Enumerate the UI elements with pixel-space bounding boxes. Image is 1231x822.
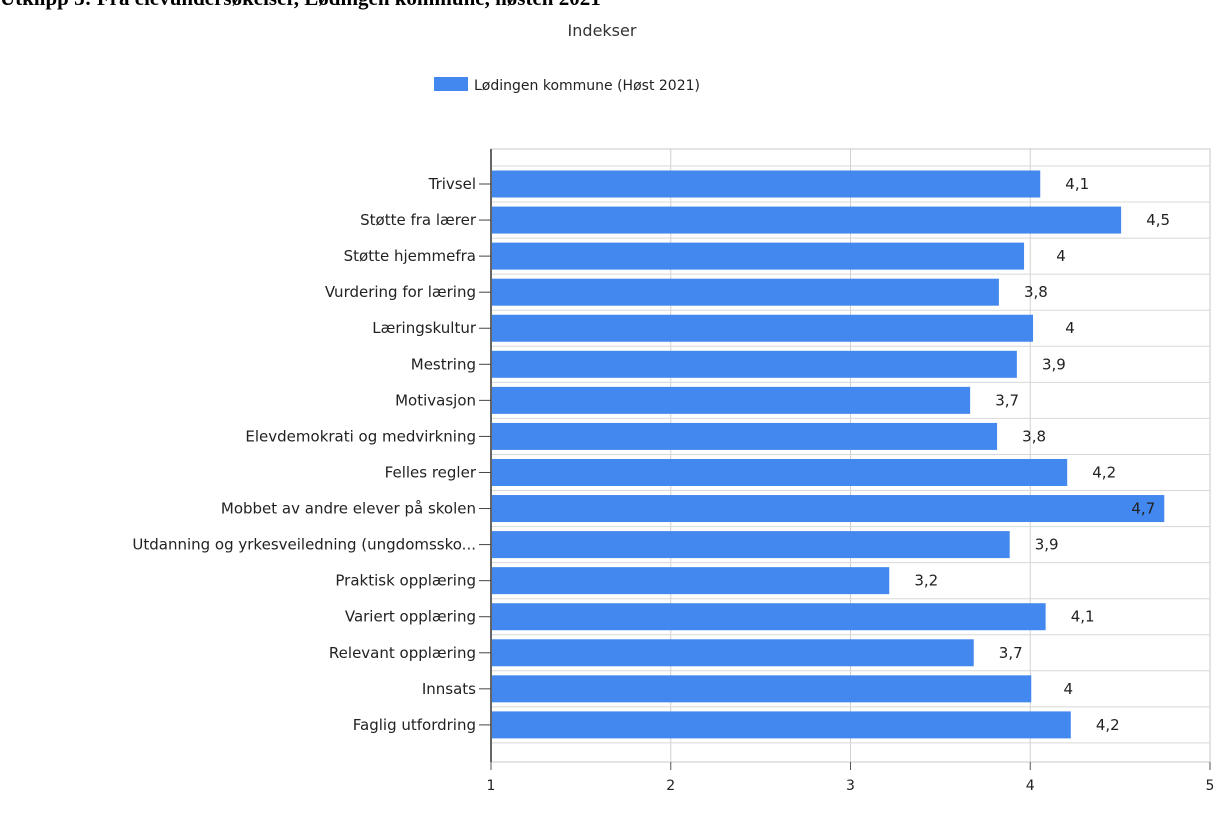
data-label: 3,9 bbox=[1035, 536, 1059, 554]
legend-label: Lødingen kommune (Høst 2021) bbox=[474, 78, 700, 94]
category-label: Utdanning og yrkesveiledning (ungdomssko… bbox=[132, 536, 476, 554]
category-label: Felles regler bbox=[385, 463, 477, 481]
data-label: 4 bbox=[1065, 319, 1075, 337]
bar bbox=[492, 242, 1025, 270]
data-label: 3,7 bbox=[995, 391, 1019, 409]
category-label: Mestring bbox=[411, 355, 476, 373]
page-heading: Utklipp 3: Fra elevundersøkelser, Løding… bbox=[0, 0, 601, 11]
category-label: Praktisk opplæring bbox=[335, 572, 476, 590]
data-label: 3,8 bbox=[1024, 283, 1048, 301]
bar bbox=[492, 603, 1046, 631]
category-label: Vurdering for læring bbox=[325, 283, 476, 301]
bar bbox=[492, 675, 1032, 703]
data-label: 4,5 bbox=[1146, 211, 1170, 229]
legend-swatch bbox=[434, 77, 468, 91]
data-label: 4,1 bbox=[1071, 608, 1095, 626]
legend: Lødingen kommune (Høst 2021) bbox=[434, 77, 700, 94]
category-label: Elevdemokrati og medvirkning bbox=[245, 427, 476, 445]
category-label: Støtte hjemmefra bbox=[344, 247, 476, 265]
category-label: Støtte fra lærer bbox=[360, 211, 477, 229]
category-label: Relevant opplæring bbox=[329, 644, 476, 662]
x-tick-label: 2 bbox=[666, 778, 675, 794]
bar bbox=[492, 458, 1068, 486]
data-label: 3,9 bbox=[1042, 355, 1066, 373]
bar bbox=[492, 531, 1010, 559]
bar bbox=[492, 495, 1165, 523]
chart-title: Indekser bbox=[568, 21, 637, 40]
category-label: Trivsel bbox=[428, 175, 476, 193]
data-label: 4 bbox=[1063, 680, 1073, 698]
bar bbox=[492, 350, 1017, 378]
data-label: 3,2 bbox=[914, 572, 938, 590]
data-label: 4 bbox=[1056, 247, 1066, 265]
bar bbox=[492, 170, 1041, 198]
category-label: Variert opplæring bbox=[345, 608, 476, 626]
category-label: Mobbet av andre elever på skolen bbox=[221, 500, 476, 518]
data-label: 4,1 bbox=[1065, 175, 1089, 193]
data-label: 3,8 bbox=[1022, 427, 1046, 445]
bar bbox=[492, 314, 1034, 342]
data-label: 3,7 bbox=[999, 644, 1023, 662]
data-label: 4,7 bbox=[1131, 500, 1155, 518]
bar bbox=[492, 567, 890, 595]
bar bbox=[492, 422, 998, 450]
data-label: 4,2 bbox=[1092, 463, 1116, 481]
bar bbox=[492, 386, 971, 414]
category-label: Faglig utfordring bbox=[353, 716, 476, 734]
x-tick-label: 4 bbox=[1026, 778, 1035, 794]
x-tick-label: 3 bbox=[846, 778, 855, 794]
bar bbox=[492, 278, 999, 306]
bar bbox=[492, 639, 974, 667]
category-label: Innsats bbox=[422, 680, 476, 698]
category-label: Læringskultur bbox=[372, 319, 477, 337]
bar bbox=[492, 206, 1122, 234]
category-label: Motivasjon bbox=[395, 391, 476, 409]
x-tick-label: 5 bbox=[1206, 778, 1215, 794]
x-tick-label: 1 bbox=[487, 778, 496, 794]
plot-area: 1 2 3 4 5 Trivsel 4,1 Støtte fra lærer 4,5 Støtte… bbox=[132, 148, 1215, 794]
data-label: 4,2 bbox=[1096, 716, 1120, 734]
bar bbox=[492, 711, 1071, 739]
